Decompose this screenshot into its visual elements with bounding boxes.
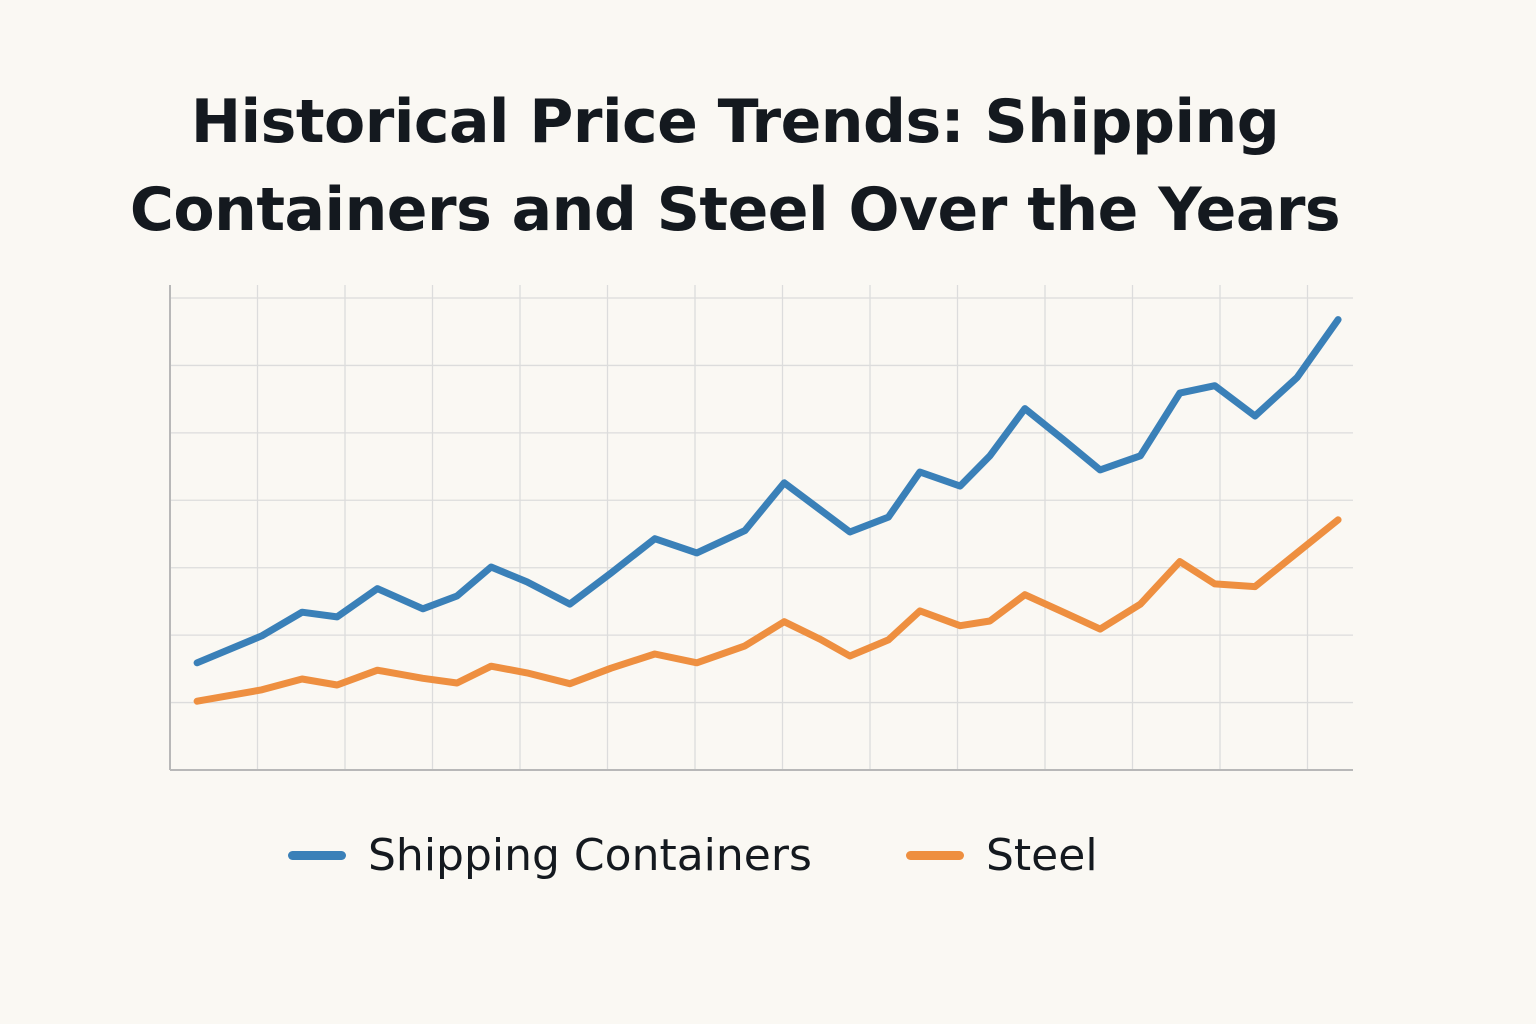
series-line-shipping-containers [193, 316, 1342, 667]
series-line-steel [193, 516, 1342, 705]
legend-swatch-steel [906, 851, 964, 860]
grid [170, 285, 1353, 770]
chart-title: Historical Price Trends: Shipping Contai… [129, 87, 1341, 245]
legend-item-steel: Steel [906, 830, 1098, 881]
legend-swatch-shipping-containers [288, 851, 346, 860]
legend-label: Shipping Containers [368, 830, 812, 881]
axes [169, 285, 1353, 771]
legend: Shipping Containers Steel [0, 830, 1536, 890]
legend-label: Steel [986, 830, 1098, 881]
legend-item-shipping-containers: Shipping Containers [288, 830, 812, 881]
series-lines [193, 316, 1342, 705]
